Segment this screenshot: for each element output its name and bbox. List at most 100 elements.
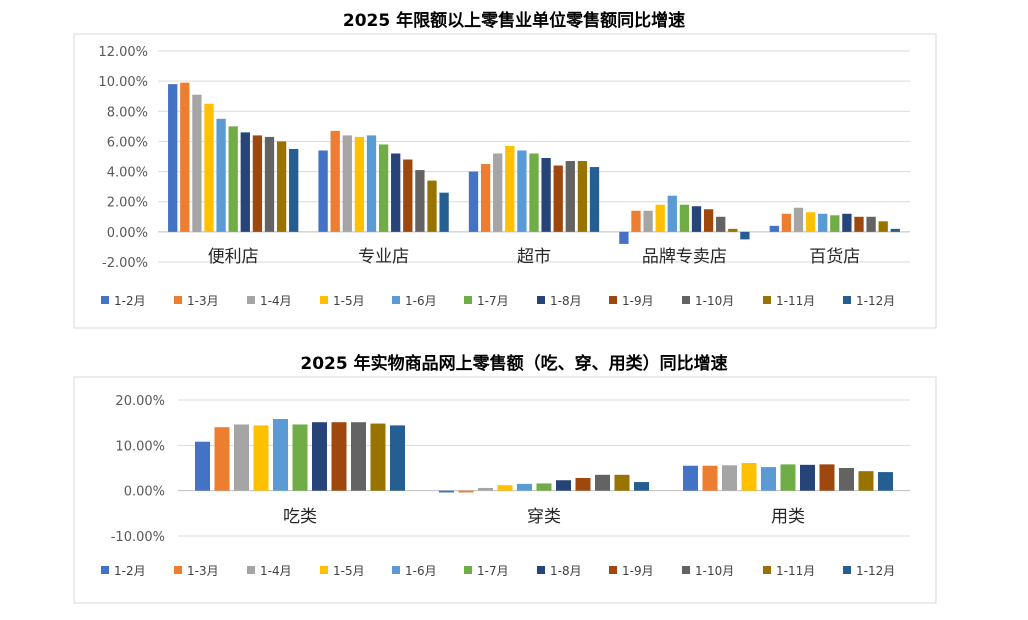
online-y-tick-label: 0.00% (124, 485, 165, 500)
chart-frame-retail (73, 33, 937, 329)
online-bar (351, 422, 366, 491)
retail-legend-swatch (609, 296, 617, 304)
retail-y-tick-label: -2.00% (102, 256, 148, 271)
online-bar (741, 463, 757, 491)
online-bar (761, 467, 776, 491)
retail-bar (529, 153, 539, 232)
online-bar (439, 490, 454, 493)
online-bar (234, 424, 249, 491)
retail-y-tick-label: 0.00% (107, 226, 148, 241)
online-legend-swatch (843, 566, 851, 574)
online-legend-label: 1-12月 (856, 564, 895, 578)
retail-legend-label: 1-2月 (114, 294, 146, 308)
online-legend-swatch (101, 566, 109, 574)
online-bar (702, 465, 718, 491)
retail-bar (890, 228, 900, 232)
online-bar (312, 422, 327, 491)
online-bar (331, 422, 347, 491)
retail-bar (204, 103, 214, 232)
online-legend-swatch (763, 566, 771, 574)
retail-bar (354, 136, 365, 232)
retail-legend-swatch (174, 296, 182, 304)
online-bar (517, 483, 532, 491)
retail-bar (769, 225, 779, 232)
online-y-tick-label: 20.00% (115, 394, 165, 409)
online-bar (780, 464, 796, 491)
retail-legend-swatch (843, 296, 851, 304)
retail-bar (264, 136, 275, 232)
retail-bar (342, 135, 352, 232)
retail-category-label: 百货店 (809, 247, 860, 267)
retail-bar (391, 153, 401, 232)
retail-bar (180, 82, 190, 232)
retail-bar (854, 216, 864, 232)
retail-y-tick-label: 4.00% (107, 166, 148, 181)
online-legend-label: 1-7月 (477, 564, 509, 578)
online-category-label: 穿类 (527, 507, 561, 527)
chart-title-retail: 2025 年限额以上零售业单位零售额同比增速 (342, 11, 686, 31)
retail-bar (619, 231, 629, 244)
online-bar (858, 471, 874, 491)
online-bar (273, 419, 288, 491)
online-bar (195, 441, 210, 491)
online-legend-label: 1-10月 (695, 564, 734, 578)
retail-bar (378, 144, 389, 232)
online-bar (497, 485, 513, 491)
online-bar (536, 483, 552, 491)
retail-bar (168, 84, 178, 232)
retail-category-label: 品牌专卖店 (642, 247, 727, 267)
online-bar (614, 474, 630, 491)
retail-y-tick-label: 2.00% (107, 196, 148, 211)
retail-bar (493, 153, 503, 232)
retail-category-label: 专业店 (358, 247, 409, 267)
retail-legend-swatch (537, 296, 545, 304)
online-legend-swatch (247, 566, 255, 574)
retail-bar (716, 216, 726, 232)
retail-legend-label: 1-10月 (695, 294, 734, 308)
retail-legend-label: 1-11月 (776, 294, 815, 308)
retail-legend-swatch (101, 296, 109, 304)
retail-bar (276, 141, 287, 232)
online-bar (722, 465, 737, 491)
retail-bar (589, 167, 600, 232)
retail-legend-swatch (247, 296, 255, 304)
retail-bar (192, 94, 202, 232)
retail-bar (468, 171, 479, 232)
retail-bar (517, 150, 527, 232)
retail-legend-swatch (392, 296, 400, 304)
online-bar (370, 423, 386, 491)
retail-bar (866, 216, 876, 232)
retail-legend-swatch (682, 296, 690, 304)
retail-bar (830, 215, 840, 232)
retail-legend-label: 1-6月 (405, 294, 437, 308)
retail-legend-swatch (763, 296, 771, 304)
online-legend-label: 1-5月 (333, 564, 365, 578)
online-legend-label: 1-11月 (776, 564, 815, 578)
retail-bar (781, 213, 792, 232)
retail-bar (228, 126, 238, 232)
online-bar (839, 468, 854, 491)
retail-bar (667, 195, 677, 232)
online-legend-label: 1-9月 (622, 564, 654, 578)
retail-legend-label: 1-3月 (187, 294, 219, 308)
retail-bar (505, 145, 515, 232)
online-y-tick-label: -10.00% (111, 530, 165, 545)
online-bar (253, 425, 269, 491)
retail-bar (655, 204, 665, 232)
retail-bar (366, 135, 377, 232)
retail-bar (565, 161, 575, 232)
retail-category-label: 便利店 (208, 247, 259, 267)
online-bar (478, 487, 493, 491)
online-legend-swatch (609, 566, 617, 574)
online-category-label: 用类 (771, 507, 805, 527)
retail-bar (740, 231, 750, 240)
online-legend-swatch (174, 566, 182, 574)
retail-y-tick-label: 6.00% (107, 135, 148, 150)
retail-legend-label: 1-7月 (477, 294, 509, 308)
retail-legend-label: 1-8月 (550, 294, 582, 308)
online-legend-label: 1-6月 (405, 564, 437, 578)
online-bar (595, 474, 610, 491)
retail-bar (318, 150, 328, 232)
online-y-tick-label: 10.00% (115, 439, 165, 454)
